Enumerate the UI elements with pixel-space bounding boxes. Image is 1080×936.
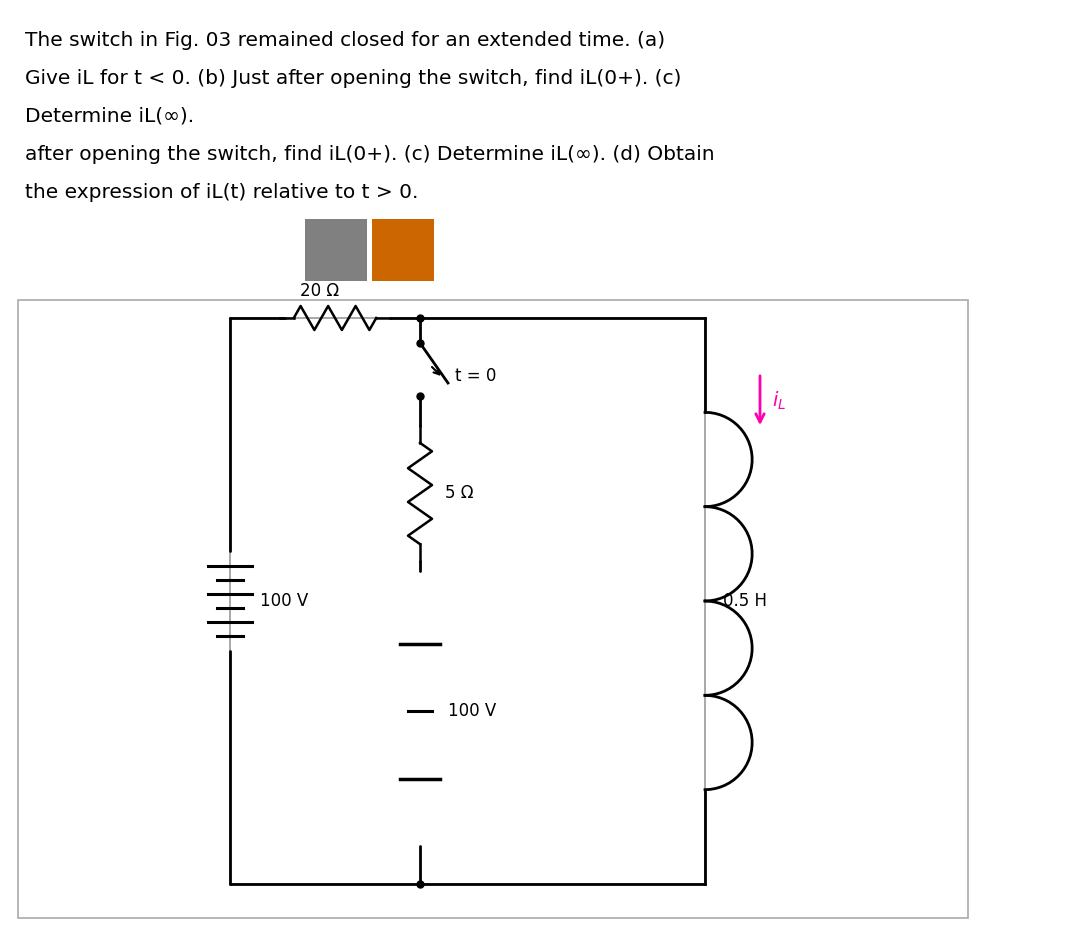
Text: after opening the switch, find iL(0+). (c) Determine iL(∞). (d) Obtain: after opening the switch, find iL(0+). (… <box>25 145 715 164</box>
Bar <box>305 219 367 281</box>
Text: Determine iL(∞).: Determine iL(∞). <box>25 107 194 126</box>
Text: 100 V: 100 V <box>260 592 308 610</box>
Text: The switch in Fig. 03 remained closed for an extended time. (a): The switch in Fig. 03 remained closed fo… <box>25 31 665 50</box>
Text: $i_L$: $i_L$ <box>772 389 786 412</box>
Bar <box>230 318 705 884</box>
Text: the expression of iL(t) relative to t > 0.: the expression of iL(t) relative to t > … <box>25 183 418 202</box>
Text: 20 Ω: 20 Ω <box>300 282 339 300</box>
Text: 0.5 H: 0.5 H <box>723 592 767 610</box>
Text: Give iL for t < 0. (b) Just after opening the switch, find iL(0+). (c): Give iL for t < 0. (b) Just after openin… <box>25 69 681 88</box>
Bar <box>372 219 434 281</box>
Bar <box>18 300 968 918</box>
Text: 5 Ω: 5 Ω <box>445 485 473 503</box>
Text: 100 V: 100 V <box>448 702 496 720</box>
Text: t = 0: t = 0 <box>455 367 497 385</box>
